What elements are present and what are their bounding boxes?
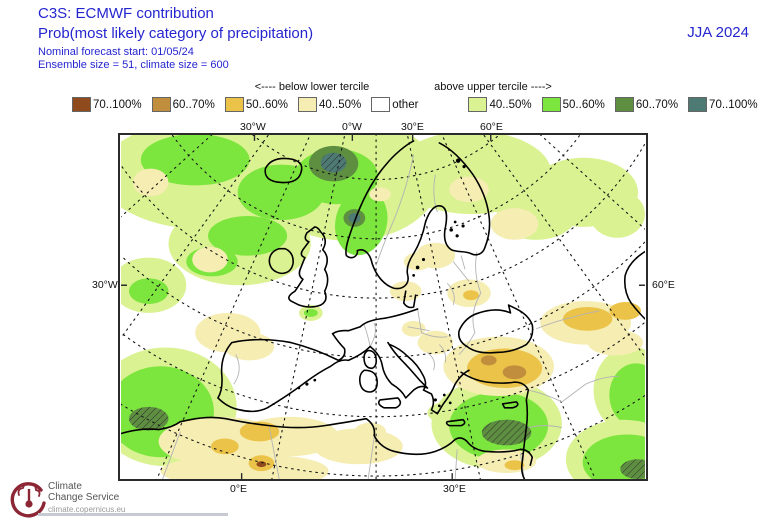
legend-label: 40..50% <box>489 98 532 111</box>
climate-change-service-icon <box>10 482 46 518</box>
legend-label: 70..100% <box>93 98 142 111</box>
legend-item: other <box>371 97 418 112</box>
legend-swatch <box>151 97 171 112</box>
legend-swatch <box>468 97 488 112</box>
legend-label: 50..60% <box>245 98 289 111</box>
map-tick-top-60e: 60°E <box>480 121 503 133</box>
legend-swatch <box>224 97 244 112</box>
map-tick-bottom-30e: 30°E <box>443 483 466 495</box>
legend: 70..100% 60..70% 50..60% 40..50% other 4… <box>72 97 761 112</box>
legend-item: 60..70% <box>151 97 215 112</box>
forecast-start-text: Nominal forecast start: 01/05/24 <box>38 46 194 58</box>
logo-text: Climate Change Service <box>48 481 120 503</box>
legend-label: 60..70% <box>635 98 679 111</box>
map-tick-left-30w: 30°W <box>92 279 118 291</box>
map-tick-top-0w: 0°W <box>342 121 362 133</box>
logo-url: climate.copernicus.eu <box>48 505 126 514</box>
legend-label: 50..60% <box>562 98 605 111</box>
legend-swatch <box>614 97 634 112</box>
map-tick-top-30w: 30°W <box>240 121 266 133</box>
legend-item: 70..100% <box>72 97 142 112</box>
legend-item: 50..60% <box>224 97 289 112</box>
shading-below-tercile <box>132 168 643 479</box>
variable-title: Prob(most likely category of precipitati… <box>38 25 314 42</box>
border-ticks <box>121 135 645 479</box>
legend-swatch <box>298 97 318 112</box>
legend-item: 50..60% <box>541 97 605 112</box>
ensemble-size-text: Ensemble size = 51, climate size = 600 <box>38 59 229 71</box>
legend-swatch <box>541 97 561 112</box>
legend-label: 70..100% <box>709 98 758 111</box>
legend-label: 40..50% <box>319 98 362 111</box>
coastlines <box>121 140 645 479</box>
legend-label: 60..70% <box>172 98 215 111</box>
legend-item: 40..50% <box>298 97 361 112</box>
forecast-map <box>118 133 648 481</box>
country-borders <box>162 154 620 479</box>
legend-swatch <box>688 97 708 112</box>
legend-swatch <box>72 97 91 112</box>
shading-above-tercile <box>121 135 645 479</box>
legend-label: other <box>392 98 419 111</box>
footer-bar <box>38 513 228 516</box>
copernicus-logo <box>8 477 228 518</box>
legend-below-title: <---- below lower tercile <box>254 81 370 93</box>
legend-item: 70..100% <box>688 97 758 112</box>
page-title: C3S: ECMWF contribution <box>38 5 214 22</box>
map-tick-top-30e: 30°E <box>401 121 424 133</box>
island-specks <box>297 158 466 408</box>
season-label: JJA 2024 <box>687 24 749 41</box>
legend-item: 60..70% <box>614 97 679 112</box>
map-canvas <box>121 135 645 479</box>
map-tick-bottom-0e: 0°E <box>230 483 248 495</box>
map-tick-right-60e: 60°E <box>652 279 675 291</box>
legend-above-title: above upper tercile ----> <box>434 81 552 93</box>
legend-swatch <box>371 97 391 112</box>
legend-item: 40..50% <box>468 97 532 112</box>
